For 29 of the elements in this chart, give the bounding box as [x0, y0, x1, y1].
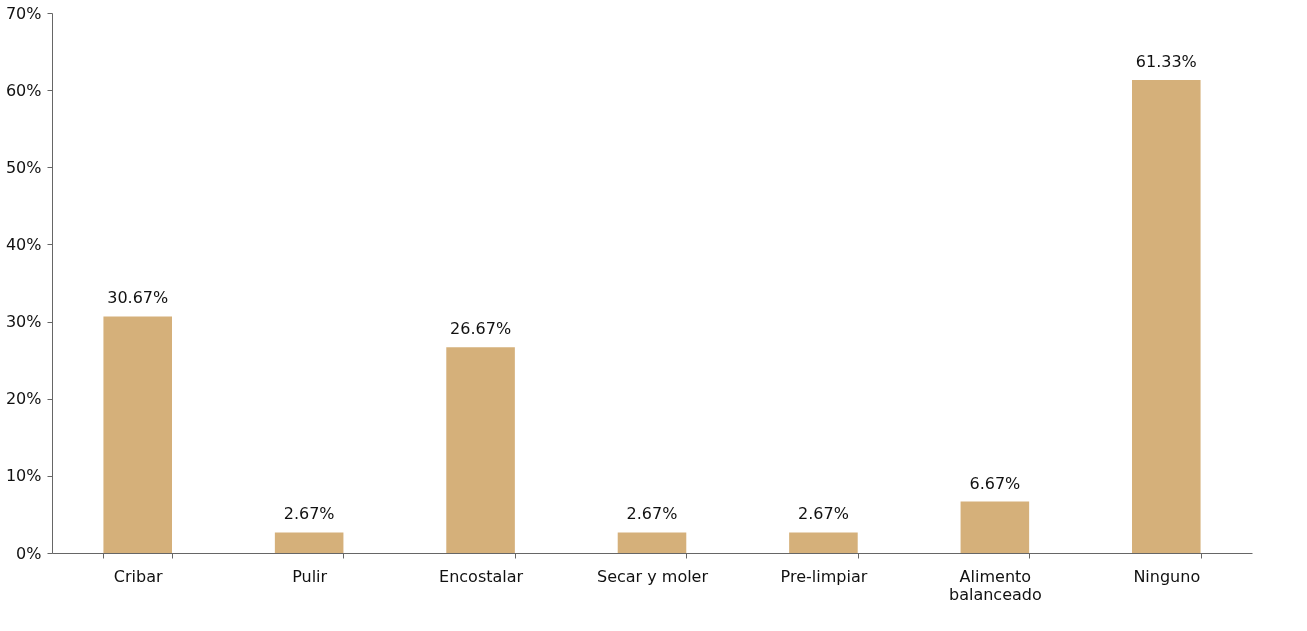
y-tick-label: 0%	[16, 543, 42, 563]
y-tick-label: 20%	[5, 389, 42, 409]
data-label: 2.67%	[798, 504, 849, 524]
bar	[446, 347, 515, 553]
x-tick-label: Alimento balanceado	[948, 566, 1042, 604]
x-tick-label: Secar y moler	[596, 566, 709, 586]
data-label: 6.67%	[969, 473, 1021, 493]
bar	[103, 316, 172, 553]
data-label: 30.67%	[107, 288, 169, 308]
x-tick-label: Pulir	[292, 566, 328, 586]
bar	[1132, 79, 1201, 553]
data-label: 61.33%	[1135, 51, 1197, 71]
bar	[274, 532, 344, 553]
y-tick-label: 40%	[5, 234, 42, 254]
y-tick-label: 50%	[5, 157, 42, 177]
bar	[789, 532, 858, 553]
y-tick-label: 30%	[5, 312, 42, 332]
x-tick-label: Ninguno	[1133, 566, 1201, 586]
y-tick-label: 70%	[5, 3, 42, 23]
x-tick-label: Pre-limpiar	[780, 566, 868, 586]
x-tick-label: Cribar	[113, 566, 163, 586]
data-label: 26.67%	[450, 319, 512, 339]
data-label: 2.67%	[626, 504, 678, 524]
bar	[617, 532, 687, 553]
y-tick-label: 10%	[5, 466, 42, 486]
data-label: 2.67%	[283, 504, 335, 524]
bar	[960, 501, 1030, 553]
x-tick-label: Encostalar	[439, 566, 524, 586]
y-tick-label: 60%	[5, 80, 42, 100]
